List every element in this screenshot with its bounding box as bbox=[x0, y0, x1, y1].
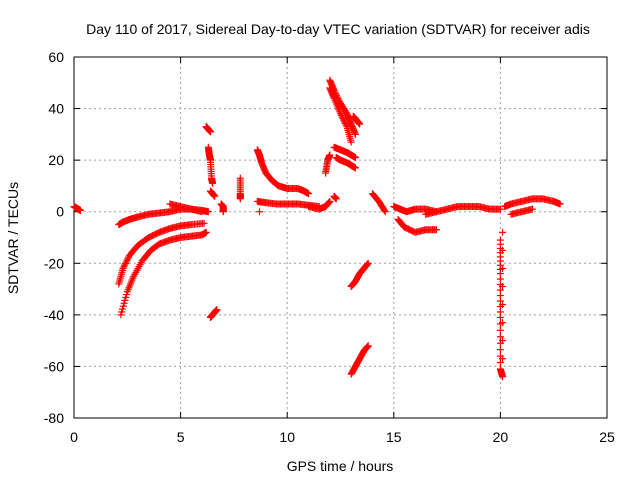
chart-title: Day 110 of 2017, Sidereal Day-to-day VTE… bbox=[86, 21, 590, 37]
data-point bbox=[342, 121, 350, 129]
data-point bbox=[496, 359, 504, 367]
data-point bbox=[499, 319, 507, 327]
data-point bbox=[528, 205, 536, 213]
data-point bbox=[326, 197, 334, 205]
data-point bbox=[496, 346, 504, 354]
data-point bbox=[499, 355, 507, 363]
data-point bbox=[556, 200, 564, 208]
data-point bbox=[121, 260, 129, 268]
y-tick-label: -40 bbox=[44, 307, 64, 323]
data-point bbox=[213, 306, 221, 314]
y-tick-label: 60 bbox=[48, 49, 64, 65]
x-tick-label: 5 bbox=[177, 429, 185, 445]
data-point bbox=[337, 111, 345, 119]
y-tick-label: 40 bbox=[48, 101, 64, 117]
y-axis-label: SDTVAR / TECUs bbox=[5, 182, 21, 294]
x-axis-label: GPS time / hours bbox=[287, 458, 394, 474]
x-tick-label: 0 bbox=[70, 429, 78, 445]
data-point bbox=[496, 333, 504, 341]
data-point bbox=[236, 195, 244, 203]
data-point bbox=[338, 113, 346, 121]
y-tick-label: -20 bbox=[44, 255, 64, 271]
data-point bbox=[351, 164, 359, 172]
data-point bbox=[499, 246, 507, 254]
data-point bbox=[432, 226, 440, 234]
data-point bbox=[119, 264, 127, 272]
plot-frame bbox=[73, 56, 608, 419]
data-point bbox=[337, 110, 344, 118]
x-tick-label: 20 bbox=[493, 429, 509, 445]
x-tick-label: 25 bbox=[599, 429, 615, 445]
data-point bbox=[200, 219, 208, 227]
data-point bbox=[305, 190, 313, 198]
data-point bbox=[347, 138, 355, 146]
data-point bbox=[340, 118, 348, 126]
data-point bbox=[202, 228, 210, 236]
data-point bbox=[496, 205, 504, 213]
data-points bbox=[70, 76, 564, 381]
data-point bbox=[124, 255, 132, 263]
data-point bbox=[122, 258, 130, 266]
data-point bbox=[381, 208, 389, 216]
data-point bbox=[499, 337, 507, 345]
data-point bbox=[76, 206, 84, 214]
x-tick-label: 15 bbox=[386, 429, 402, 445]
data-point bbox=[206, 128, 214, 136]
data-point bbox=[496, 326, 504, 334]
y-tick-label: -60 bbox=[44, 358, 64, 374]
data-point bbox=[351, 130, 359, 138]
data-point bbox=[332, 195, 340, 203]
data-point bbox=[219, 208, 227, 216]
data-point bbox=[499, 264, 507, 272]
y-tick-label: 0 bbox=[56, 204, 64, 220]
data-point bbox=[380, 206, 388, 214]
data-point bbox=[209, 179, 217, 187]
data-point bbox=[496, 313, 504, 321]
data-point bbox=[255, 208, 263, 216]
data-point bbox=[340, 116, 348, 124]
data-point bbox=[356, 120, 364, 128]
data-point bbox=[120, 263, 128, 271]
data-point bbox=[499, 282, 507, 290]
data-point bbox=[341, 119, 349, 127]
data-point bbox=[499, 228, 507, 236]
data-point bbox=[351, 154, 359, 162]
x-tick-label: 10 bbox=[279, 429, 295, 445]
data-point bbox=[123, 256, 131, 264]
data-point bbox=[121, 261, 129, 269]
data-point bbox=[211, 192, 219, 200]
data-point bbox=[364, 342, 372, 350]
y-tick-label: -80 bbox=[44, 410, 64, 426]
data-point bbox=[364, 259, 372, 267]
data-point bbox=[499, 301, 507, 309]
data-point bbox=[339, 115, 347, 123]
data-point bbox=[499, 373, 507, 381]
data-point bbox=[204, 208, 212, 216]
y-tick-label: 20 bbox=[48, 152, 64, 168]
axis-ticks: 0 5 10 15 20 25 -80 -60 -40 -20 0 20 40 60 bbox=[44, 49, 615, 445]
data-point bbox=[326, 151, 334, 159]
